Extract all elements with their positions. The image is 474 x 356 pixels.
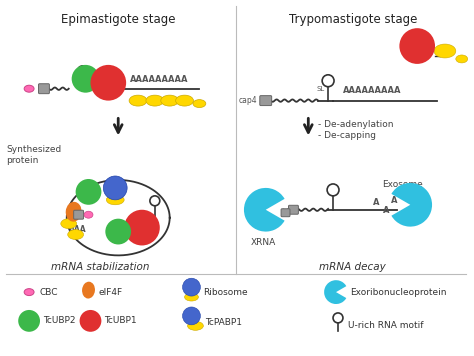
Circle shape bbox=[400, 28, 435, 64]
Circle shape bbox=[72, 65, 100, 93]
Ellipse shape bbox=[434, 44, 456, 58]
FancyBboxPatch shape bbox=[281, 209, 290, 217]
Ellipse shape bbox=[193, 100, 206, 108]
Circle shape bbox=[80, 310, 101, 332]
Text: AAAAAAAAA: AAAAAAAAA bbox=[130, 75, 189, 84]
Wedge shape bbox=[324, 280, 346, 304]
Text: TcUBP2: TcUBP2 bbox=[43, 316, 75, 325]
Text: mRNA decay: mRNA decay bbox=[319, 262, 386, 272]
Ellipse shape bbox=[66, 202, 82, 222]
Ellipse shape bbox=[24, 85, 34, 92]
Circle shape bbox=[103, 176, 127, 200]
Circle shape bbox=[124, 210, 160, 246]
Text: AAA: AAA bbox=[69, 225, 86, 234]
Text: U-rich RNA motif: U-rich RNA motif bbox=[348, 321, 423, 330]
FancyBboxPatch shape bbox=[38, 84, 49, 94]
Text: A: A bbox=[391, 196, 397, 205]
FancyBboxPatch shape bbox=[289, 205, 299, 214]
Text: cap4: cap4 bbox=[238, 96, 257, 105]
Text: Trypomastigote stage: Trypomastigote stage bbox=[289, 13, 417, 26]
FancyBboxPatch shape bbox=[73, 210, 83, 219]
Ellipse shape bbox=[82, 282, 95, 299]
Circle shape bbox=[18, 310, 40, 332]
Ellipse shape bbox=[188, 321, 203, 330]
Text: - De-adenylation
- De-capping: - De-adenylation - De-capping bbox=[318, 120, 394, 140]
Ellipse shape bbox=[176, 95, 193, 106]
Ellipse shape bbox=[129, 95, 147, 106]
Ellipse shape bbox=[456, 55, 468, 63]
Text: A: A bbox=[383, 206, 389, 215]
Text: CBC: CBC bbox=[39, 288, 57, 297]
Text: Exoribonucleoprotein: Exoribonucleoprotein bbox=[350, 288, 447, 297]
FancyBboxPatch shape bbox=[260, 96, 272, 106]
Circle shape bbox=[105, 219, 131, 245]
Text: mRNA stabilization: mRNA stabilization bbox=[51, 262, 150, 272]
Ellipse shape bbox=[184, 293, 199, 301]
Ellipse shape bbox=[146, 95, 164, 106]
Ellipse shape bbox=[84, 211, 93, 218]
Circle shape bbox=[182, 278, 201, 296]
Text: SL: SL bbox=[316, 86, 324, 92]
Wedge shape bbox=[244, 188, 284, 232]
Text: Synthesized
protein: Synthesized protein bbox=[6, 145, 62, 165]
Ellipse shape bbox=[68, 230, 83, 240]
Text: Epimastigote stage: Epimastigote stage bbox=[61, 13, 175, 26]
Text: TcPABP1: TcPABP1 bbox=[205, 318, 242, 328]
Circle shape bbox=[76, 179, 101, 205]
Ellipse shape bbox=[61, 219, 77, 229]
Text: Ribosome: Ribosome bbox=[203, 288, 248, 297]
Ellipse shape bbox=[24, 289, 34, 295]
Ellipse shape bbox=[106, 195, 124, 205]
Text: A: A bbox=[373, 198, 379, 207]
Circle shape bbox=[91, 65, 126, 101]
Text: Exosome: Exosome bbox=[382, 180, 423, 189]
Text: XRNA: XRNA bbox=[251, 237, 276, 247]
Wedge shape bbox=[392, 183, 432, 227]
Text: TcUBP1: TcUBP1 bbox=[104, 316, 137, 325]
Text: eIF4F: eIF4F bbox=[99, 288, 123, 297]
Ellipse shape bbox=[161, 95, 179, 106]
Text: AAAAAAAAA: AAAAAAAAA bbox=[343, 86, 401, 95]
Circle shape bbox=[182, 307, 201, 325]
